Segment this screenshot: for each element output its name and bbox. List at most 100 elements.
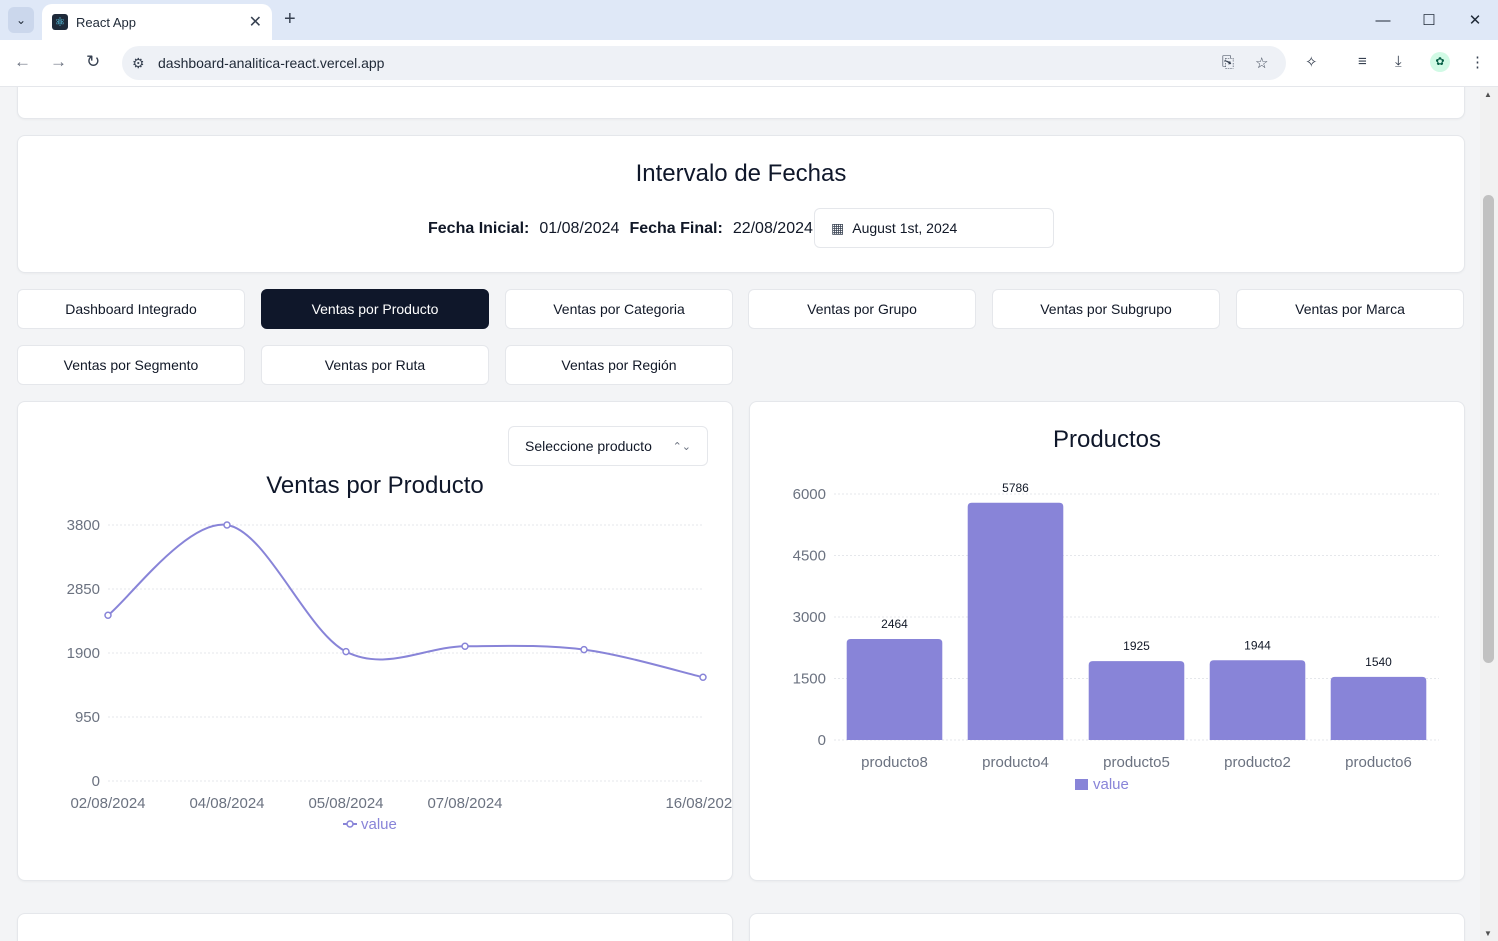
date-picker-value: August 1st, 2024: [852, 220, 958, 236]
tab-label: Dashboard Integrado: [65, 301, 197, 317]
y-tick-label: 0: [818, 732, 826, 749]
x-tick-label: producto8: [861, 754, 928, 771]
data-point: [223, 521, 231, 529]
x-tick-label: 02/08/2024: [70, 795, 145, 812]
bar: [967, 502, 1064, 740]
tab-label: Ventas por Ruta: [324, 357, 426, 373]
end-date-value: 22/08/2024: [732, 220, 813, 237]
url-text[interactable]: dashboard-analitica-react.vercel.app: [158, 55, 385, 71]
bottom-right-card: [749, 913, 1465, 941]
y-tick-label: 1900: [67, 645, 100, 662]
data-point: [580, 645, 588, 654]
scroll-up-icon[interactable]: ▲: [1484, 90, 1492, 99]
profile-avatar[interactable]: ✿: [1430, 52, 1450, 72]
tab-label: Ventas por Segmento: [63, 357, 199, 373]
tab-ventas-por-region[interactable]: Ventas por Región: [505, 345, 733, 385]
product-select-value: Seleccione producto: [525, 438, 652, 454]
page-viewport: Intervalo de Fechas Fecha Inicial: 01/08…: [0, 87, 1480, 941]
tab-label: Ventas por Categoria: [553, 301, 685, 317]
tab-ventas-por-marca[interactable]: Ventas por Marca: [1236, 289, 1464, 329]
scroll-thumb[interactable]: [1483, 195, 1494, 663]
legend-label: value: [1093, 776, 1129, 793]
bar: [1209, 660, 1306, 740]
tab-strip: ⌄ ⚛ React App ✕ + — ☐ ✕: [0, 0, 1498, 40]
y-tick-label: 1500: [793, 671, 826, 688]
window-controls: — ☐ ✕: [1360, 0, 1498, 40]
data-point: [104, 611, 112, 620]
forward-icon[interactable]: →: [50, 52, 67, 71]
tab-dashboard-integrado[interactable]: Dashboard Integrado: [17, 289, 245, 329]
back-icon[interactable]: ←: [14, 52, 31, 71]
minimize-icon[interactable]: —: [1375, 11, 1391, 29]
y-tick-label: 3000: [793, 609, 826, 626]
x-tick-label: producto5: [1103, 754, 1170, 771]
chevron-up-down-icon: ⌃⌄: [672, 440, 691, 453]
tab-ventas-por-subgrupo[interactable]: Ventas por Subgrupo: [992, 289, 1220, 329]
window-close-icon[interactable]: ✕: [1468, 12, 1482, 29]
install-app-icon[interactable]: ⎘: [1222, 54, 1235, 71]
bar-value-label: 2464: [881, 617, 908, 631]
bar-chart-card: Productos 0 1500 3000 4500 6000 2464 producto8…: [749, 401, 1465, 881]
legend-swatch-icon: [1075, 779, 1088, 790]
bar-value-label: 1925: [1123, 639, 1150, 653]
address-bar[interactable]: ⚙ dashboard-analitica-react.vercel.app ⎘…: [122, 46, 1286, 80]
end-date-label: Fecha Final:: [629, 220, 723, 237]
tab-ventas-por-ruta[interactable]: Ventas por Ruta: [261, 345, 489, 385]
x-tick-label: 05/08/2024: [308, 795, 383, 812]
bookmark-star-icon[interactable]: ☆: [1255, 55, 1269, 72]
menu-kebab-icon[interactable]: ⋮: [1470, 54, 1485, 71]
browser-tab[interactable]: ⚛ React App ✕: [42, 4, 272, 40]
line-chart-card: Seleccione producto ⌃⌄ Ventas por Produc…: [17, 401, 733, 881]
legend-marker-icon: [346, 820, 354, 828]
tab-ventas-por-grupo[interactable]: Ventas por Grupo: [748, 289, 976, 329]
date-picker-button[interactable]: ▦ August 1st, 2024: [814, 208, 1054, 248]
start-date-label: Fecha Inicial:: [428, 220, 530, 237]
maximize-icon[interactable]: ☐: [1422, 12, 1436, 29]
x-tick-label: producto2: [1224, 754, 1291, 771]
downloads-icon[interactable]: ⤓: [1395, 53, 1402, 70]
y-tick-label: 6000: [793, 486, 826, 503]
tab-label: Ventas por Marca: [1295, 301, 1405, 317]
new-tab-icon[interactable]: +: [284, 8, 296, 30]
calendar-icon: ▦: [831, 219, 845, 236]
page-scrollbar[interactable]: ▲ ▼: [1480, 87, 1498, 941]
x-tick-label: 07/08/2024: [427, 795, 502, 812]
start-date-value: 01/08/2024: [539, 220, 620, 237]
data-point: [461, 642, 469, 651]
y-tick-label: 2850: [67, 581, 100, 598]
x-tick-label: producto4: [982, 754, 1049, 771]
tab-ventas-por-producto[interactable]: Ventas por Producto: [261, 289, 489, 329]
tab-search-icon[interactable]: ⌄: [8, 7, 34, 33]
date-interval-card: Intervalo de Fechas Fecha Inicial: 01/08…: [17, 135, 1465, 273]
reload-icon[interactable]: ↻: [86, 52, 101, 71]
product-select[interactable]: Seleccione producto ⌃⌄: [508, 426, 708, 466]
y-tick-label: 0: [92, 773, 100, 790]
browser-toolbar: ← → ↻ ⚙ dashboard-analitica-react.vercel…: [0, 40, 1498, 87]
tab-label: Ventas por Región: [561, 357, 677, 373]
site-info-icon[interactable]: ⚙: [132, 55, 145, 71]
bar: [1330, 676, 1427, 740]
date-interval-title: Intervalo de Fechas: [635, 160, 847, 187]
tab-title: React App: [76, 14, 136, 30]
date-range-row: Fecha Inicial: 01/08/2024 Fecha Final: 2…: [428, 220, 823, 238]
x-tick-label: 04/08/2024: [189, 795, 264, 812]
line-chart: 0 950 1900 2850 3800 02/08/2024 04/08/2024 05/0…: [67, 517, 732, 833]
x-tick-label: producto6: [1345, 754, 1412, 771]
tab-ventas-por-segmento[interactable]: Ventas por Segmento: [17, 345, 245, 385]
extensions-icon[interactable]: ✧: [1305, 54, 1318, 71]
y-tick-label: 4500: [793, 548, 826, 565]
tab-label: Ventas por Grupo: [807, 301, 917, 317]
top-card: [17, 87, 1465, 119]
data-point: [342, 647, 350, 656]
scroll-down-icon[interactable]: ▼: [1484, 929, 1492, 938]
react-favicon-icon: ⚛: [52, 14, 68, 30]
bar-value-label: 1540: [1365, 655, 1392, 669]
tab-ventas-por-categoria[interactable]: Ventas por Categoria: [505, 289, 733, 329]
tab-close-icon[interactable]: ✕: [248, 14, 262, 31]
bar: [1088, 661, 1185, 740]
bar-value-label: 1944: [1244, 638, 1271, 652]
media-controls-icon[interactable]: ≡: [1358, 53, 1367, 70]
bar-chart-title: Productos: [1052, 426, 1162, 453]
bar-value-label: 5786: [1002, 481, 1029, 495]
bar-chart: 0 1500 3000 4500 6000 2464 producto8 5786 produc…: [793, 481, 1439, 793]
